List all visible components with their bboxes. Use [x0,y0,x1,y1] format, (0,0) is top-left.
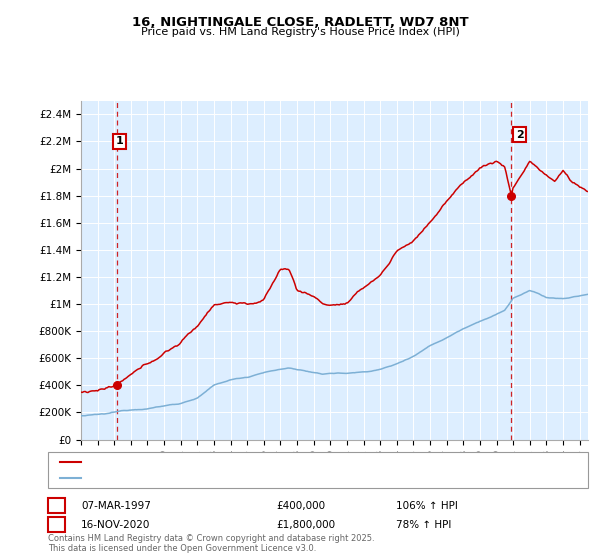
Text: 1: 1 [53,501,60,511]
Text: 16-NOV-2020: 16-NOV-2020 [81,520,151,530]
Text: 16, NIGHTINGALE CLOSE, RADLETT, WD7 8NT (detached house): 16, NIGHTINGALE CLOSE, RADLETT, WD7 8NT … [85,457,403,467]
Text: £400,000: £400,000 [276,501,325,511]
Text: 2: 2 [53,520,60,530]
Text: Contains HM Land Registry data © Crown copyright and database right 2025.
This d: Contains HM Land Registry data © Crown c… [48,534,374,553]
Text: 1: 1 [116,137,124,147]
Text: HPI: Average price, detached house, Hertsmere: HPI: Average price, detached house, Hert… [85,473,322,483]
Text: 07-MAR-1997: 07-MAR-1997 [81,501,151,511]
Text: 16, NIGHTINGALE CLOSE, RADLETT, WD7 8NT: 16, NIGHTINGALE CLOSE, RADLETT, WD7 8NT [131,16,469,29]
Text: 78% ↑ HPI: 78% ↑ HPI [396,520,451,530]
Text: 106% ↑ HPI: 106% ↑ HPI [396,501,458,511]
Text: £1,800,000: £1,800,000 [276,520,335,530]
Text: 2: 2 [515,130,523,139]
Text: Price paid vs. HM Land Registry's House Price Index (HPI): Price paid vs. HM Land Registry's House … [140,27,460,37]
